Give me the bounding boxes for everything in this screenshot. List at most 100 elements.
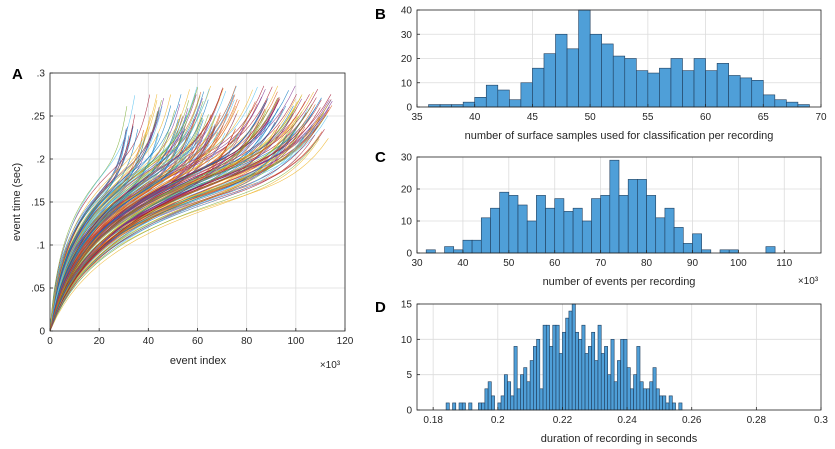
panel-a-series-line [49, 94, 182, 332]
panel-d-histogram-bar [639, 381, 644, 411]
panel-d-histogram-bar [678, 402, 683, 411]
panel-a-series-line [49, 126, 306, 332]
panel-c-xtick-label: 80 [641, 258, 653, 269]
panel-d-xtick-label: 0.28 [747, 415, 767, 426]
panel-a-series-line [49, 101, 298, 332]
panel-b-xtick-label: 50 [585, 112, 597, 123]
panel-a-series-line [49, 138, 329, 332]
panel-d-histogram-bar [562, 331, 566, 411]
panel-b-histogram-bar [509, 99, 522, 108]
panel-d-histogram-bar [630, 388, 634, 411]
panel-c-histogram-bar [609, 159, 620, 254]
panel-a-series-line [49, 89, 253, 332]
panel-b-histogram-bar [751, 80, 764, 108]
panel-a-series-line [49, 88, 266, 332]
panel-d-histogram-bar [445, 402, 450, 411]
panel-c-ytick-label: 10 [401, 217, 413, 228]
panel-a-ylabel: event time (sec) [11, 163, 23, 241]
panel-d-histogram-bar [600, 353, 605, 411]
panel-c-histogram-bar [765, 246, 776, 254]
panel-c-histogram-bar [425, 249, 436, 254]
panel-c-histogram-bar [591, 198, 601, 254]
panel-d-histogram-bar [649, 381, 654, 411]
panel-c-histogram-bar [673, 227, 684, 254]
panel-a-series-line [49, 136, 287, 332]
panel-d-histogram-bar [591, 331, 596, 411]
panel-b-histogram-bar [543, 53, 556, 108]
panel-c-histogram-bar [471, 239, 482, 254]
panel-d-histogram-bar [491, 395, 495, 411]
panel-d-histogram-bar [478, 402, 482, 411]
panel-c-histogram-bar [444, 246, 455, 254]
panel-b-histogram-bar [659, 67, 672, 108]
panel-d-histogram-bar [652, 367, 657, 411]
panel-d-histogram-bar [672, 402, 676, 411]
panel-c-histogram-bar [627, 179, 638, 254]
panel-d-histogram-bar [549, 346, 554, 411]
panel-c-histogram-bar [536, 195, 546, 254]
panel-c-histogram-bar [618, 195, 629, 254]
panel-c-histogram-bar [664, 207, 675, 254]
panel-a-ytick-label: 0 [39, 327, 45, 338]
panel-a-ytick-label: .1 [37, 241, 46, 252]
panel-b-histogram-bar [520, 82, 533, 108]
panel-a-series-line [49, 85, 237, 332]
panel-b-histogram-bar [624, 58, 637, 108]
panel-b-xtick-label: 55 [642, 112, 654, 123]
panel-c-histogram-bar [545, 207, 556, 254]
panel-c-ytick-label: 0 [406, 249, 412, 260]
panel-c-histogram-bar [508, 195, 519, 254]
panel-b-histogram-bar [728, 75, 741, 108]
panel-b-ytick-label: 0 [406, 103, 412, 114]
panel-a-xtick-label: 60 [192, 336, 204, 347]
panel-d-histogram-bar [662, 395, 667, 411]
panel-c-histogram-bar [600, 195, 611, 254]
panel-d-histogram-bar [468, 402, 473, 411]
panel-c-histogram-bar [719, 249, 730, 254]
panel-b-histogram-bar [693, 58, 706, 108]
panel-a-series-line [49, 88, 224, 332]
panel-a-series-line [49, 128, 127, 332]
panel-a-series-line [49, 138, 320, 332]
panel-a-series-line [49, 119, 204, 332]
panel-d-histogram-bar [617, 360, 621, 411]
panel-d-histogram-bar [610, 339, 615, 411]
panel-d-histogram-bar [578, 339, 583, 411]
panel-d-xtick-label: 0.26 [682, 415, 702, 426]
panel-a-ytick-label: .2 [37, 155, 46, 166]
panel-c-histogram-bar [692, 233, 702, 254]
panel-d-histogram-bar [542, 324, 547, 411]
panel-c-xtick-label: 50 [503, 258, 515, 269]
panel-d-histogram-bar [526, 381, 531, 411]
panel-a-xtick-label: 80 [241, 336, 253, 347]
panel-a-series-line [49, 134, 288, 332]
panel-a-series-line [49, 114, 151, 332]
panel-d-histogram-bar [533, 346, 537, 411]
panel-d-histogram-bar [575, 331, 579, 411]
panel-d-histogram-bar [633, 374, 638, 411]
panel-a-series-line [49, 95, 136, 332]
panel-d-histogram-bar [623, 339, 628, 411]
panel-d-histogram-bar [607, 374, 612, 411]
panel-a-series-line [49, 114, 181, 332]
panel-c-ytick-label: 20 [401, 185, 413, 196]
panel-b-histogram-bar [578, 9, 591, 108]
panel-b-xlabel: number of surface samples used for class… [465, 130, 774, 142]
panel-b-histogram-bar [612, 55, 626, 108]
panel-c-xtick-label: 60 [549, 258, 561, 269]
panel-d-histogram-bar [594, 360, 599, 411]
panel-d-histogram-bar [503, 374, 508, 411]
panel-c-histogram-bar [453, 249, 464, 254]
panel-d-histogram-bar [571, 303, 576, 411]
panel-c-histogram-bar [637, 179, 647, 254]
panel-d-histogram-bar [655, 388, 660, 411]
panel-d-histogram-bar [568, 310, 573, 411]
panel-c-xtick-label: 30 [411, 258, 423, 269]
axes-layer [49, 9, 822, 411]
panel-b-ytick-label: 20 [401, 54, 413, 65]
panel-d-histogram-bar [513, 346, 518, 411]
panel-d-histogram-bar [487, 381, 492, 411]
panel-a-ytick-label: .05 [31, 284, 45, 295]
